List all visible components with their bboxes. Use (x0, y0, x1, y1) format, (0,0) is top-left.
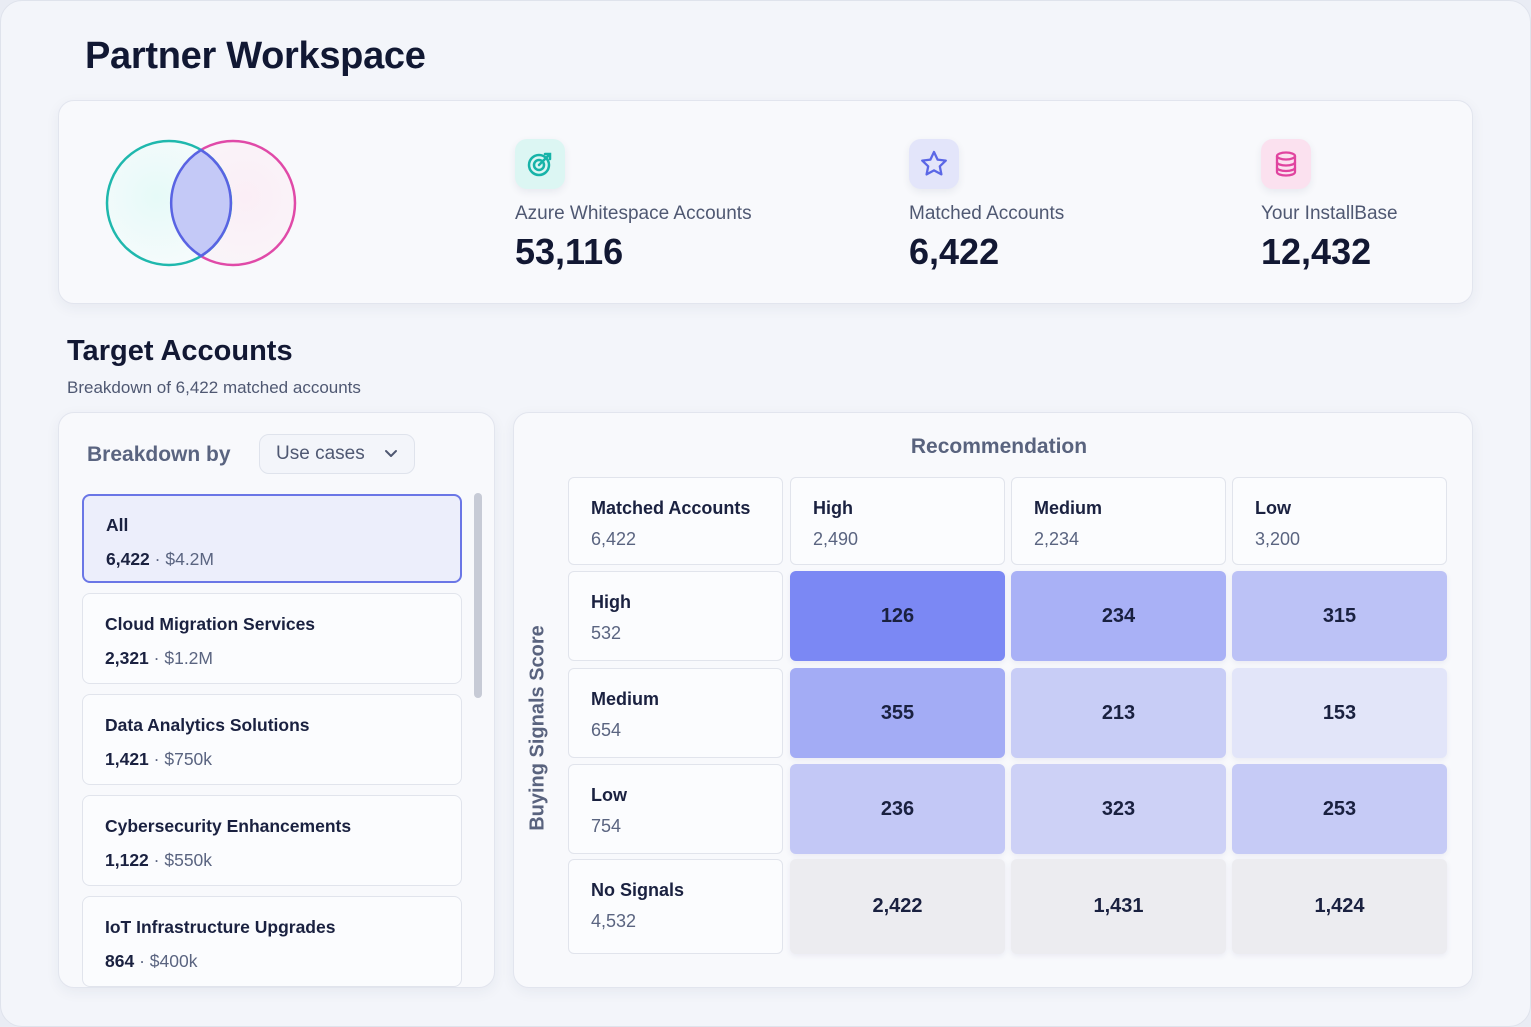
col-header-low[interactable]: Low 3,200 (1232, 477, 1447, 565)
recommendation-title: Recommendation (910, 435, 1088, 458)
item-name: Data Analytics Solutions (105, 715, 310, 735)
item-meta: 2,321 · $1.2M (105, 648, 213, 668)
stat-label: Matched Accounts (909, 203, 1065, 224)
scrollbar[interactable] (474, 493, 482, 983)
matrix-cell[interactable]: 234 (1011, 571, 1226, 661)
matrix-cell[interactable]: 355 (790, 668, 1005, 758)
row-header-label: No Signals (591, 880, 685, 900)
item-count: 1,122 (105, 850, 149, 870)
matrix-cell[interactable]: 236 (790, 764, 1005, 854)
item-count: 2,321 (105, 648, 149, 668)
col-header-value: 2,234 (1034, 529, 1080, 549)
dropdown-value: Use cases (276, 443, 365, 464)
row-header-no-signals[interactable]: No Signals 4,532 (568, 859, 783, 954)
row-header-label: High (591, 592, 631, 612)
stat-installbase: Your InstallBase 12,432 (1261, 139, 1398, 273)
corner-label: Matched Accounts (591, 498, 751, 518)
item-amount: $400k (149, 951, 198, 971)
database-icon (1261, 139, 1311, 189)
star-icon (909, 139, 959, 189)
list-item[interactable]: All 6,422 · $4.2M (82, 494, 462, 583)
row-header-label: Medium (591, 689, 660, 709)
row-header-value: 654 (591, 720, 622, 740)
chevron-down-icon (385, 450, 397, 457)
item-meta: 1,421 · $750k (105, 749, 213, 769)
col-header-value: 2,490 (813, 529, 859, 549)
row-header-value: 754 (591, 816, 622, 836)
scrollbar-thumb[interactable] (474, 493, 482, 698)
col-header-label: Low (1255, 498, 1291, 518)
col-header-high[interactable]: High 2,490 (790, 477, 1005, 565)
row-header-low[interactable]: Low 754 (568, 764, 783, 854)
stat-label: Your InstallBase (1261, 203, 1398, 224)
stat-value: 6,422 (909, 231, 1000, 272)
matrix-cell[interactable]: 1,431 (1011, 859, 1226, 954)
list-item[interactable]: Cloud Migration Services 2,321 · $1.2M (82, 593, 462, 684)
col-header-value: 3,200 (1255, 529, 1301, 549)
item-count: 864 (105, 951, 135, 971)
matrix-cell[interactable]: 126 (790, 571, 1005, 661)
stat-label: Azure Whitespace Accounts (515, 203, 752, 224)
item-amount: $1.2M (164, 648, 213, 668)
matrix-cell[interactable]: 213 (1011, 668, 1226, 758)
matrix-corner-cell: Matched Accounts 6,422 (568, 477, 783, 565)
col-header-medium[interactable]: Medium 2,234 (1011, 477, 1226, 565)
item-name: Cloud Migration Services (105, 614, 316, 634)
item-amount: $4.2M (165, 549, 214, 569)
item-name: IoT Infrastructure Upgrades (105, 917, 336, 937)
breakdown-panel: Breakdown by Use cases All 6,422 · $4.2M… (58, 412, 495, 988)
item-amount: $750k (164, 749, 213, 769)
stat-value: 12,432 (1261, 231, 1372, 272)
target-icon (515, 139, 565, 189)
venn-diagram (105, 139, 297, 267)
page-title: Partner Workspace (85, 35, 426, 77)
item-meta: 6,422 · $4.2M (106, 549, 214, 569)
section-subtitle: Breakdown of 6,422 matched accounts (67, 378, 361, 397)
summary-card: Azure Whitespace Accounts 53,116 Matched… (58, 100, 1473, 304)
matrix-panel: Recommendation Buying Signals Score Matc… (513, 412, 1473, 988)
item-meta: 1,122 · $550k (105, 850, 213, 870)
item-count: 6,422 (106, 549, 150, 569)
list-item[interactable]: Data Analytics Solutions 1,421 · $750k (82, 694, 462, 785)
item-name: Cybersecurity Enhancements (105, 816, 352, 836)
matrix-cell[interactable]: 1,424 (1232, 859, 1447, 954)
matrix-cell[interactable]: 253 (1232, 764, 1447, 854)
buying-signals-title: Buying Signals Score (526, 625, 549, 831)
row-header-value: 532 (591, 623, 622, 643)
col-header-label: High (813, 498, 853, 518)
corner-value: 6,422 (591, 529, 637, 549)
item-amount: $550k (164, 850, 213, 870)
row-header-value: 4,532 (591, 911, 637, 931)
breakdown-dropdown[interactable]: Use cases (259, 434, 415, 474)
matrix-cell[interactable]: 2,422 (790, 859, 1005, 954)
row-header-medium[interactable]: Medium 654 (568, 668, 783, 758)
stat-matched: Matched Accounts 6,422 (909, 139, 1064, 273)
stat-whitespace: Azure Whitespace Accounts 53,116 (515, 139, 752, 273)
matrix-cell[interactable]: 153 (1232, 668, 1447, 758)
list-item[interactable]: Cybersecurity Enhancements 1,122 · $550k (82, 795, 462, 886)
matrix-cell[interactable]: 315 (1232, 571, 1447, 661)
list-item[interactable]: IoT Infrastructure Upgrades 864 · $400k (82, 896, 462, 987)
col-header-label: Medium (1034, 498, 1103, 518)
item-meta: 864 · $400k (105, 951, 198, 971)
row-header-label: Low (591, 785, 627, 805)
stat-value: 53,116 (515, 231, 624, 272)
item-count: 1,421 (105, 749, 149, 769)
section-title: Target Accounts (67, 335, 293, 367)
matrix-cell[interactable]: 323 (1011, 764, 1226, 854)
row-header-high[interactable]: High 532 (568, 571, 783, 661)
item-name: All (106, 515, 129, 535)
breakdown-label: Breakdown by (87, 443, 231, 466)
use-case-list: All 6,422 · $4.2M Cloud Migration Servic… (82, 494, 462, 987)
